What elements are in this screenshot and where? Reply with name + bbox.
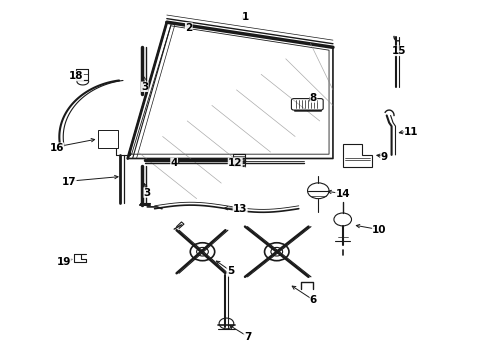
Text: 11: 11 [404, 127, 418, 136]
Text: 4: 4 [171, 158, 178, 168]
Text: 3: 3 [144, 188, 151, 198]
Text: 3: 3 [141, 82, 148, 92]
Text: 10: 10 [372, 225, 387, 235]
Text: 2: 2 [185, 23, 193, 33]
Text: 9: 9 [381, 152, 388, 162]
Text: 14: 14 [336, 189, 350, 199]
Text: 15: 15 [392, 46, 406, 56]
Text: 17: 17 [62, 177, 76, 187]
Text: 19: 19 [57, 257, 72, 267]
Text: 8: 8 [310, 93, 317, 103]
Text: 7: 7 [244, 332, 251, 342]
Text: 1: 1 [242, 12, 248, 22]
Text: 6: 6 [310, 295, 317, 305]
Text: 13: 13 [233, 204, 247, 214]
Text: 18: 18 [69, 71, 84, 81]
Text: 12: 12 [228, 158, 243, 168]
Text: 5: 5 [227, 266, 234, 276]
Text: 16: 16 [49, 143, 64, 153]
